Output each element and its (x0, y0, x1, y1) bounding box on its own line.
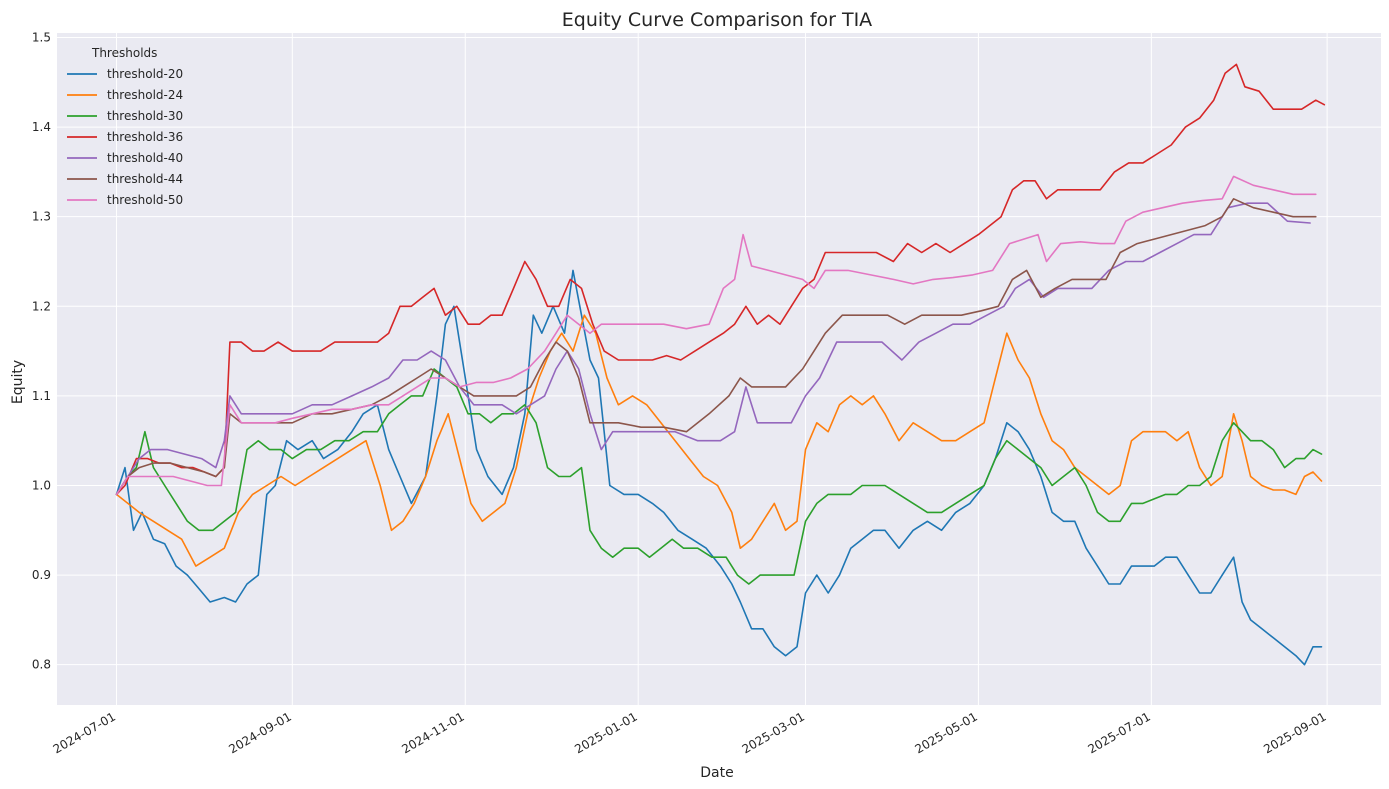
x-tick-label: 2025-07-01 (1085, 709, 1152, 756)
y-axis-label: Equity (10, 360, 26, 404)
series-line-threshold-50 (115, 175, 1317, 496)
y-tick-label: 1.3 (32, 210, 51, 224)
legend-label-threshold-50: threshold-50 (107, 193, 183, 207)
y-tick-label: 0.8 (32, 658, 51, 672)
y-tick-label: 1.0 (32, 478, 51, 492)
grid (57, 33, 1381, 705)
legend-label-threshold-20: threshold-20 (107, 67, 183, 81)
series-line-threshold-30 (115, 368, 1323, 585)
legend-items: threshold-20 threshold-24 threshold-30 thre… (67, 67, 183, 207)
legend-label-threshold-44: threshold-44 (107, 172, 183, 186)
x-tick-label: 2025-05-01 (913, 709, 980, 756)
legend-label-threshold-30: threshold-30 (107, 109, 183, 123)
legend-label-threshold-40: threshold-40 (107, 151, 183, 165)
y-tick-label: 0.9 (32, 568, 51, 582)
x-tick-label: 2024-11-01 (399, 709, 466, 756)
series-layer (115, 63, 1326, 666)
x-tick-label: 2024-07-01 (51, 709, 118, 756)
series-line-threshold-20 (115, 269, 1323, 666)
x-tick-label: 2025-03-01 (740, 709, 807, 756)
x-axis-label: Date (700, 765, 733, 781)
series-line-threshold-40 (115, 202, 1311, 496)
series-line-threshold-44 (115, 198, 1317, 496)
y-tick-label: 1.4 (32, 120, 51, 134)
y-tick-label: 1.1 (32, 389, 51, 403)
plot-area (57, 33, 1381, 705)
x-tick-label: 2025-01-01 (572, 709, 639, 756)
x-axis-ticks: 2024-07-01 2024-09-01 2024-11-01 2025-01-01… (51, 709, 1329, 756)
legend-label-threshold-24: threshold-24 (107, 88, 183, 102)
legend-label-threshold-36: threshold-36 (107, 130, 183, 144)
series-line-threshold-24 (115, 314, 1323, 567)
y-tick-label: 1.2 (32, 299, 51, 313)
legend: Thresholds threshold-20threshold-24thres… (67, 46, 183, 207)
y-axis-ticks: 0.8 0.9 1.0 1.1 1.2 1.3 1.4 1.5 (32, 30, 51, 671)
y-tick-label: 1.5 (32, 30, 51, 44)
chart-title: Equity Curve Comparison for TIA (562, 9, 872, 31)
legend-title: Thresholds (91, 46, 157, 60)
x-tick-label: 2024-09-01 (226, 709, 293, 756)
x-tick-label: 2025-09-01 (1261, 709, 1328, 756)
series-line-threshold-36 (115, 63, 1326, 496)
